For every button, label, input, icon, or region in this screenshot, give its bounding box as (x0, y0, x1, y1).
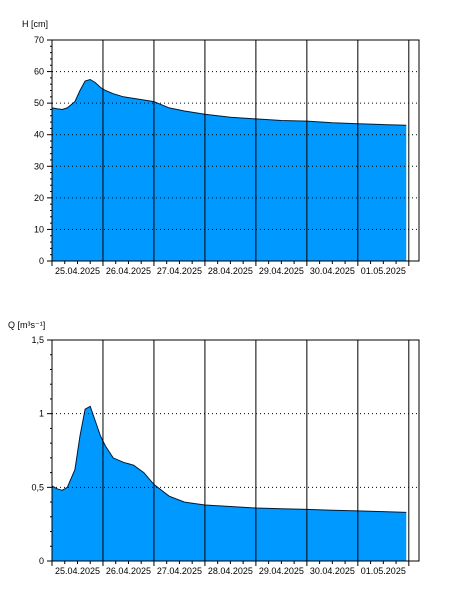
chart-0-x-tick-label: 30.04.2025 (310, 266, 355, 276)
discharge-chart: Q [m³s⁻¹] 0 0,5 1 1,5 25.04.2025 26.04.2025 27.… (8, 320, 420, 576)
chart-0-y-tick-label: 60 (34, 67, 44, 77)
chart-0-frame (51, 39, 420, 262)
chart-0-x-tick-label: 29.04.2025 (259, 266, 304, 276)
chart-1-x-tick-label: 27.04.2025 (157, 566, 202, 576)
chart-0-area-line (51, 78, 407, 126)
chart-0-y-tick-label: 20 (34, 193, 44, 203)
chart-1-y-tick-label: 0,5 (31, 482, 44, 492)
chart-1-y-axis-title: Q [m³s⁻¹] (8, 320, 45, 330)
chart-0-y-tick-label: 0 (39, 256, 44, 266)
chart-0-area-fill (52, 79, 407, 261)
chart-1-area-fill (52, 406, 407, 561)
chart-1-x-tick-label: 01.05.2025 (361, 566, 406, 576)
chart-0-x-tick-label: 01.05.2025 (361, 266, 406, 276)
chart-1-y-tick-label: 0 (39, 556, 44, 566)
chart-0-x-tick-label: 28.04.2025 (208, 266, 253, 276)
chart-1-x-tick-label: 30.04.2025 (310, 566, 355, 576)
chart-1-area-line (51, 405, 407, 513)
chart-1-x-tick-label: 29.04.2025 (259, 566, 304, 576)
chart-0-y-tick-label: 50 (34, 98, 44, 108)
chart-0-y-tick-label: 10 (34, 224, 44, 234)
chart-1-x-tick-label: 28.04.2025 (208, 566, 253, 576)
water-level-chart: H [cm] 0 10 20 30 40 50 60 70 25.04.2025 26.04.202… (22, 19, 420, 276)
chart-1-x-tick-label: 25.04.2025 (55, 566, 100, 576)
chart-0-y-tick-label: 40 (34, 130, 44, 140)
chart-0-y-tick-label: 30 (34, 161, 44, 171)
chart-1-y-tick-label: 1,5 (31, 335, 44, 345)
chart-1-x-tick-label: 26.04.2025 (106, 566, 151, 576)
chart-0-x-tick-label: 25.04.2025 (55, 266, 100, 276)
chart-0-x-tick-label: 26.04.2025 (106, 266, 151, 276)
chart-0-x-tick-label: 27.04.2025 (157, 266, 202, 276)
chart-0-y-axis-title: H [cm] (22, 19, 48, 29)
chart-1-y-tick-label: 1 (39, 409, 44, 419)
chart-0-y-tick-label: 70 (34, 35, 44, 45)
chart-1-frame (51, 339, 420, 562)
